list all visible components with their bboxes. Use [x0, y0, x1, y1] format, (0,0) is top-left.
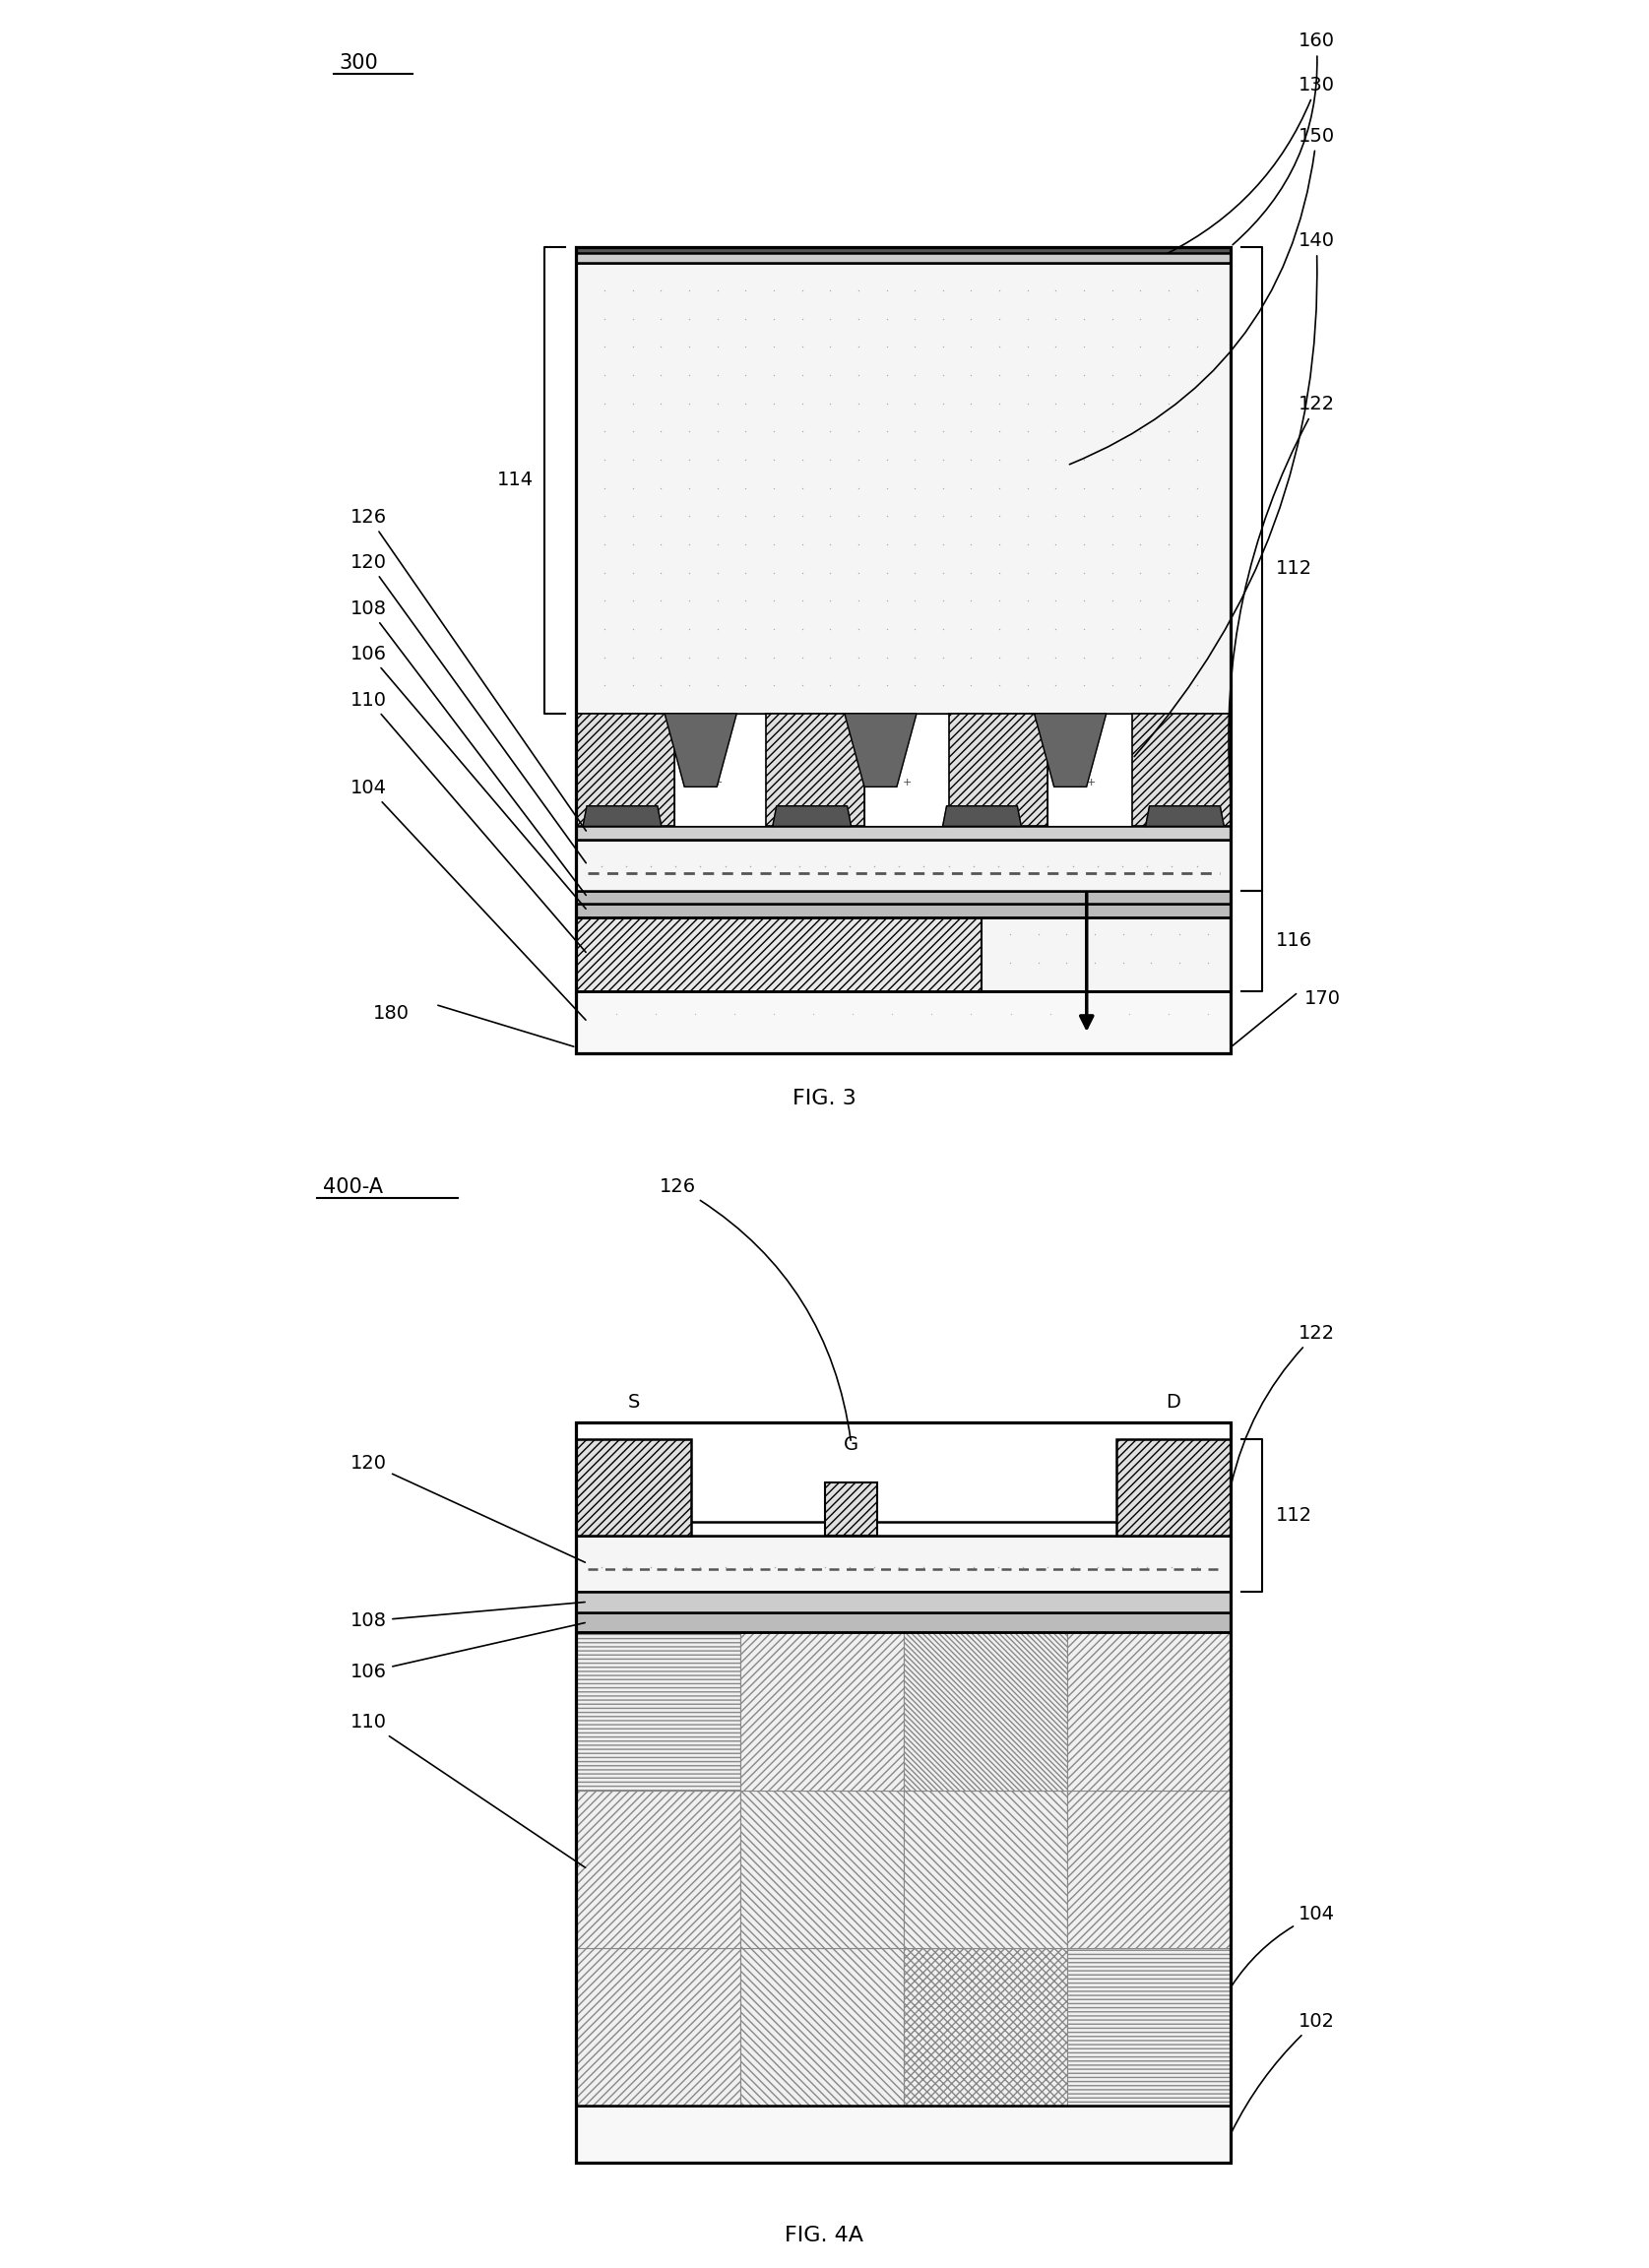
Text: 106: 106: [351, 644, 585, 909]
Bar: [824, 1483, 877, 1535]
Bar: [904, 1633, 1067, 1789]
Bar: [1067, 1948, 1230, 2107]
Bar: [950, 714, 1047, 826]
Text: 130: 130: [1167, 75, 1334, 254]
Bar: [577, 2107, 1230, 2161]
Text: 104: 104: [351, 778, 585, 1021]
Text: 108: 108: [351, 1601, 585, 1631]
Text: +: +: [714, 778, 722, 787]
Bar: [577, 1422, 1230, 2161]
Polygon shape: [665, 714, 737, 787]
Text: 160: 160: [1233, 32, 1334, 245]
Bar: [577, 1948, 740, 2107]
Polygon shape: [943, 805, 1021, 826]
Text: +: +: [714, 717, 722, 726]
Bar: [577, 247, 1230, 1052]
Text: G: G: [844, 1436, 859, 1454]
Bar: [577, 826, 1230, 839]
Text: 112: 112: [1276, 560, 1313, 578]
Text: 170: 170: [1304, 989, 1341, 1009]
Bar: [1067, 1789, 1230, 1948]
Bar: [577, 263, 1230, 714]
Text: 180: 180: [373, 1005, 409, 1023]
Text: +: +: [904, 778, 912, 787]
Bar: [981, 919, 1230, 991]
Text: 120: 120: [351, 1454, 585, 1563]
Text: 300: 300: [340, 52, 379, 73]
Bar: [577, 905, 1230, 919]
Text: 108: 108: [351, 599, 585, 896]
Bar: [577, 919, 1230, 991]
Text: 104: 104: [1232, 1905, 1334, 1984]
Text: 150: 150: [1070, 127, 1334, 465]
Text: 140: 140: [1135, 231, 1334, 758]
Text: S: S: [628, 1393, 640, 1411]
Text: 122: 122: [1229, 395, 1334, 789]
Bar: [904, 1948, 1067, 2107]
Bar: [864, 714, 950, 826]
Bar: [577, 1789, 740, 1948]
Text: 102: 102: [1232, 2012, 1334, 2132]
Text: 114: 114: [496, 472, 534, 490]
Bar: [1116, 1440, 1230, 1535]
Text: +: +: [1087, 717, 1095, 726]
Text: +: +: [904, 717, 912, 726]
Bar: [577, 1592, 1230, 1613]
Bar: [904, 1789, 1067, 1948]
Text: 110: 110: [351, 692, 585, 953]
Bar: [1133, 714, 1230, 826]
Text: 106: 106: [351, 1624, 585, 1681]
Bar: [577, 247, 1230, 254]
Bar: [1067, 1633, 1230, 1789]
Bar: [577, 1440, 691, 1535]
Bar: [740, 1633, 904, 1789]
Bar: [577, 839, 1230, 891]
Bar: [577, 714, 674, 826]
Bar: [674, 714, 767, 826]
Text: D: D: [1166, 1393, 1181, 1411]
Text: 126: 126: [351, 508, 585, 830]
Bar: [577, 1633, 740, 1789]
Bar: [740, 1789, 904, 1948]
Polygon shape: [773, 805, 851, 826]
Text: 126: 126: [660, 1177, 851, 1440]
Text: FIG. 4A: FIG. 4A: [785, 2225, 864, 2245]
Polygon shape: [582, 805, 661, 826]
Text: 110: 110: [351, 1712, 585, 1867]
Text: 400-A: 400-A: [323, 1177, 383, 1198]
Bar: [577, 1522, 1230, 1535]
Bar: [577, 919, 981, 991]
Bar: [577, 891, 1230, 905]
Bar: [767, 714, 864, 826]
Bar: [577, 247, 1230, 263]
Text: FIG. 3: FIG. 3: [793, 1089, 856, 1109]
Polygon shape: [1034, 714, 1106, 787]
Bar: [577, 991, 1230, 1052]
Text: 122: 122: [1232, 1325, 1334, 1486]
Polygon shape: [844, 714, 917, 787]
Bar: [740, 1948, 904, 2107]
Bar: [1047, 714, 1133, 826]
Bar: [577, 1633, 1230, 2107]
Text: +: +: [1087, 778, 1095, 787]
Bar: [577, 1613, 1230, 1633]
Polygon shape: [1146, 805, 1224, 826]
Text: 116: 116: [1276, 932, 1313, 950]
Text: 112: 112: [1276, 1506, 1313, 1524]
Text: 120: 120: [351, 553, 585, 864]
Bar: [577, 1535, 1230, 1592]
